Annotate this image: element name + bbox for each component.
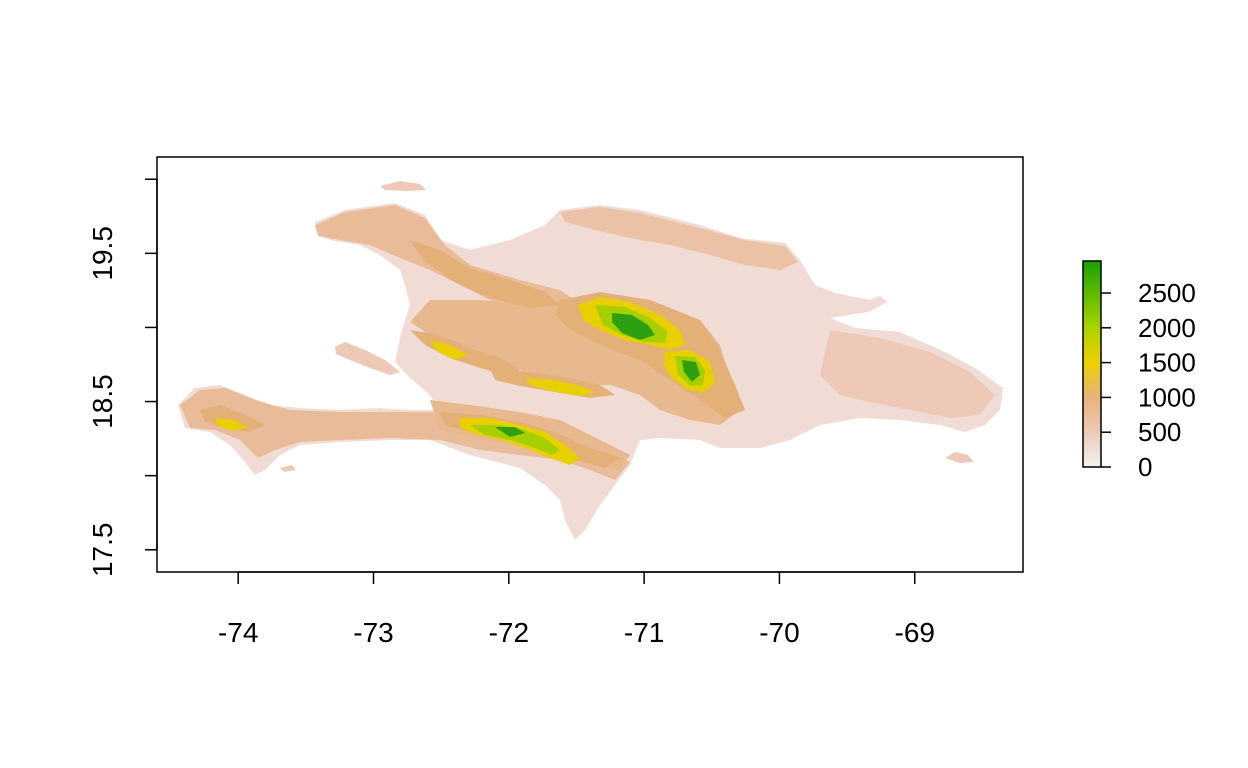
legend-label: 0 bbox=[1138, 452, 1152, 482]
islet bbox=[280, 465, 296, 472]
tortuga-island bbox=[380, 181, 426, 191]
x-axis: -74 -73 -72 -71 -70 -69 bbox=[218, 571, 935, 648]
gonave-island bbox=[335, 342, 400, 375]
eastern-hills bbox=[820, 330, 995, 418]
hotte-high bbox=[215, 418, 248, 431]
legend-label: 2500 bbox=[1138, 278, 1196, 308]
legend-label: 500 bbox=[1138, 417, 1181, 447]
neiba-high bbox=[525, 378, 595, 396]
legend-colorbar bbox=[1082, 260, 1102, 468]
elevation-raster bbox=[178, 181, 1003, 540]
x-tick-label: -72 bbox=[489, 617, 529, 648]
selle-peak bbox=[495, 427, 525, 437]
x-tick-label: -73 bbox=[353, 617, 393, 648]
y-tick-label: 18.5 bbox=[87, 374, 118, 429]
southern-peak bbox=[682, 360, 700, 382]
y-tick-label: 17.5 bbox=[87, 523, 118, 578]
matheux-high bbox=[430, 340, 468, 360]
massif-du-nord bbox=[410, 240, 560, 308]
pico-duarte-peak bbox=[612, 313, 655, 340]
y-tick-label: 19.5 bbox=[87, 226, 118, 281]
legend-label: 2000 bbox=[1138, 313, 1196, 343]
x-tick-label: -70 bbox=[759, 617, 799, 648]
x-tick-label: -71 bbox=[624, 617, 664, 648]
southern-peninsula bbox=[180, 388, 630, 480]
northern-cordillera bbox=[560, 207, 798, 270]
x-tick-label: -74 bbox=[218, 617, 258, 648]
chaine-des-matheux bbox=[410, 330, 520, 375]
legend: 0 500 1000 1500 2000 2500 bbox=[1082, 260, 1196, 482]
legend-label: 1000 bbox=[1138, 382, 1196, 412]
selle-lime bbox=[470, 425, 560, 455]
x-tick-label: -69 bbox=[895, 617, 935, 648]
legend-ticks: 0 500 1000 1500 2000 2500 bbox=[1101, 278, 1196, 482]
y-axis: 17.5 18.5 19.5 bbox=[87, 178, 158, 578]
massif-de-la-hotte bbox=[200, 405, 265, 432]
legend-label: 1500 bbox=[1138, 348, 1196, 378]
saona-island bbox=[945, 452, 974, 463]
